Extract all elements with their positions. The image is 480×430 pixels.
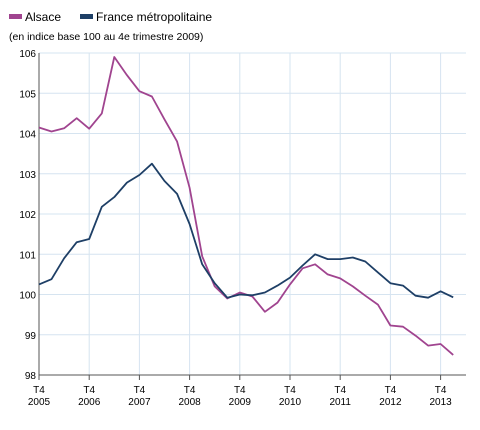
- y-tick-label: 103: [19, 170, 36, 181]
- legend-label-alsace: Alsace: [25, 10, 61, 24]
- x-tick-label-year: 2006: [78, 397, 101, 408]
- y-tick-label: 98: [25, 371, 37, 382]
- legend: Alsace France métropolitaine: [9, 10, 212, 24]
- axes: 9899100101102103104105106T42005T42006T42…: [19, 49, 466, 408]
- x-tick-label-year: 2005: [28, 397, 51, 408]
- series-line-france-metropolitaine: [38, 162, 454, 299]
- x-tick-label-quarter: T4: [385, 385, 397, 396]
- x-tick-label-quarter: T4: [134, 385, 146, 396]
- legend-swatch-france: [80, 14, 93, 19]
- x-tick-label-year: 2013: [429, 397, 452, 408]
- x-tick-label-year: 2010: [279, 397, 302, 408]
- x-tick-label-quarter: T4: [33, 385, 45, 396]
- x-tick-label-year: 2008: [178, 397, 201, 408]
- x-tick-label-year: 2012: [379, 397, 402, 408]
- grid: [39, 52, 466, 375]
- x-tick-label-year: 2011: [329, 397, 351, 408]
- y-tick-label: 106: [19, 49, 36, 60]
- chart-subtitle: (en indice base 100 au 4e trimestre 2009…: [9, 31, 203, 43]
- y-tick-label: 102: [19, 210, 36, 221]
- x-tick-label-quarter: T4: [83, 385, 95, 396]
- series-line-alsace: [38, 56, 454, 356]
- legend-label-france: France métropolitaine: [96, 10, 212, 24]
- x-tick-label-quarter: T4: [435, 385, 447, 396]
- y-tick-label: 100: [19, 291, 36, 302]
- y-tick-label: 101: [19, 250, 36, 261]
- x-tick-label-quarter: T4: [334, 385, 346, 396]
- x-tick-label-quarter: T4: [184, 385, 196, 396]
- x-tick-label-year: 2009: [229, 397, 252, 408]
- legend-swatch-alsace: [9, 14, 22, 19]
- y-tick-label: 99: [25, 331, 37, 342]
- y-tick-label: 104: [19, 130, 36, 141]
- series-lines: [38, 56, 454, 356]
- y-tick-label: 105: [19, 89, 36, 100]
- x-tick-label-quarter: T4: [284, 385, 296, 396]
- x-tick-label-quarter: T4: [234, 385, 246, 396]
- x-tick-label-year: 2007: [128, 397, 151, 408]
